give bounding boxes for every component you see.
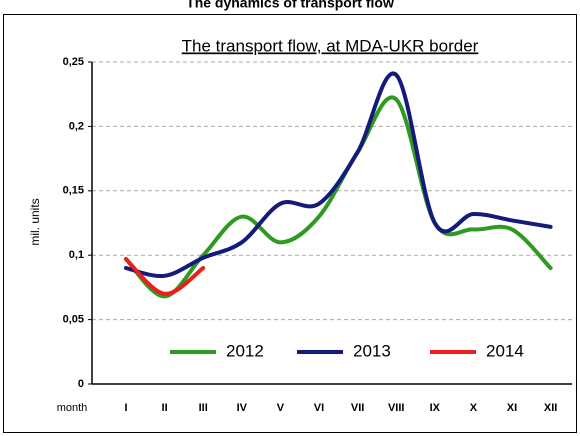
legend-label: 2014: [486, 341, 524, 360]
x-tick-label: IX: [430, 402, 441, 414]
x-tick-label: I: [124, 402, 127, 414]
x-tick-label: XII: [544, 402, 557, 414]
line-series: [124, 257, 206, 296]
y-tick-label: 0,2: [69, 120, 84, 132]
x-tick-label: VII: [351, 402, 364, 414]
x-tick-label: XI: [507, 402, 517, 414]
legend-label: 2013: [353, 341, 391, 360]
x-tick-label: V: [277, 402, 285, 414]
y-tick-label: 0: [78, 378, 84, 390]
chart-title: The dynamics of transport flow: [186, 0, 394, 11]
x-tick-label: II: [162, 402, 168, 414]
legend-label: 2012: [226, 341, 264, 360]
x-tick-label: III: [199, 402, 208, 414]
y-axis-label: mil. units: [28, 198, 42, 245]
x-tick-label: X: [470, 402, 478, 414]
y-tick-label: 0,25: [63, 56, 84, 68]
x-tick-label: VIII: [388, 402, 405, 414]
line-series: [124, 71, 553, 279]
chart-frame: [3, 14, 577, 433]
x-tick-label: VI: [314, 402, 324, 414]
x-tick-label: IV: [237, 402, 248, 414]
y-tick-label: 0,05: [63, 314, 84, 326]
x-axis-label: month: [57, 402, 88, 414]
chart-subtitle: The transport flow, at MDA-UKR border: [182, 36, 479, 55]
y-tick-label: 0,15: [63, 185, 84, 197]
y-tick-label: 0,1: [69, 249, 84, 261]
